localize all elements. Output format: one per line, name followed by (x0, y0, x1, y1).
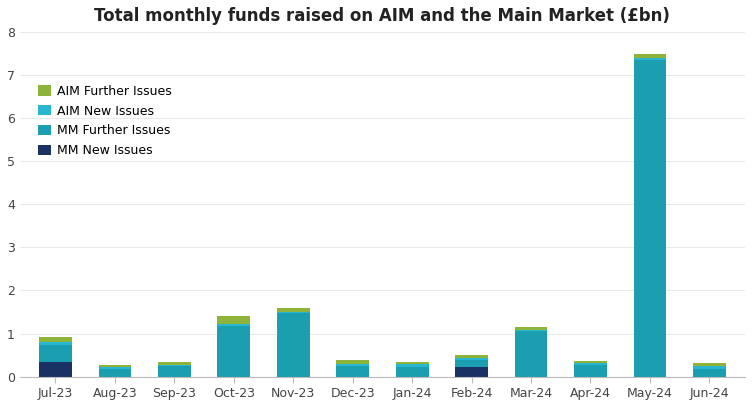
Bar (39, 361, 72, 376)
Bar (396, 362, 429, 364)
Bar (396, 367, 429, 376)
Bar (217, 326, 250, 376)
Bar (455, 358, 488, 360)
Bar (455, 360, 488, 367)
Bar (634, 60, 666, 376)
Bar (693, 363, 726, 366)
Bar (277, 312, 310, 313)
Bar (39, 345, 72, 361)
Bar (693, 369, 726, 376)
Bar (693, 366, 726, 369)
Bar (277, 313, 310, 376)
Bar (574, 361, 607, 363)
Bar (99, 367, 132, 369)
Title: Total monthly funds raised on AIM and the Main Market (£bn): Total monthly funds raised on AIM and th… (95, 7, 670, 25)
Bar (514, 327, 547, 330)
Bar (158, 361, 191, 365)
Bar (158, 366, 191, 376)
Bar (574, 365, 607, 376)
Bar (158, 365, 191, 366)
Bar (39, 337, 72, 342)
Bar (455, 355, 488, 358)
Bar (634, 55, 666, 58)
Bar (634, 58, 666, 60)
Bar (277, 308, 310, 312)
Bar (336, 360, 369, 364)
Bar (336, 366, 369, 376)
Bar (574, 363, 607, 365)
Bar (514, 331, 547, 376)
Bar (336, 364, 369, 366)
Bar (514, 330, 547, 331)
Bar (217, 324, 250, 326)
Bar (217, 316, 250, 324)
Bar (99, 369, 132, 376)
Bar (99, 365, 132, 367)
Legend: AIM Further Issues, AIM New Issues, MM Further Issues, MM New Issues: AIM Further Issues, AIM New Issues, MM F… (33, 80, 177, 162)
Bar (455, 367, 488, 376)
Bar (39, 342, 72, 345)
Bar (396, 364, 429, 367)
